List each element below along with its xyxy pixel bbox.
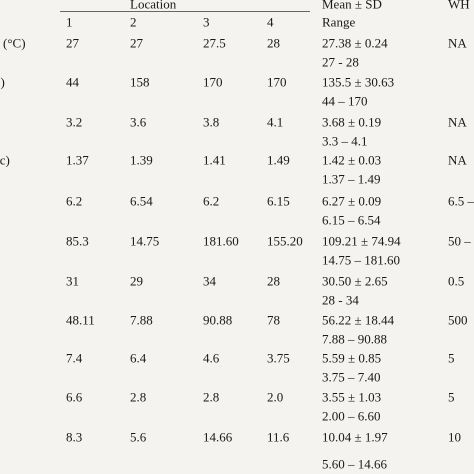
wh-cell: 5	[448, 389, 455, 405]
wh-header: WH	[448, 0, 470, 12]
header-rule	[60, 11, 310, 12]
cell: 2.8	[203, 389, 220, 405]
range-header: Range	[322, 14, 356, 30]
range-cell: 2.00 – 6.60	[322, 408, 381, 424]
range-cell: 44 – 170	[322, 93, 368, 109]
range-cell: 3.3 – 4.1	[322, 133, 368, 149]
range-cell: 27 - 28	[322, 54, 359, 70]
cell: 1.49	[267, 152, 290, 168]
cell: 5.6	[130, 429, 147, 445]
range-cell: 5.60 – 14.66	[322, 456, 387, 472]
wh-cell: 500	[448, 312, 468, 328]
cell: 90.88	[203, 312, 233, 328]
cell: 3.2	[66, 114, 83, 130]
cell: 2.0	[267, 389, 284, 405]
cell: 4.1	[267, 114, 284, 130]
cell: 1.39	[130, 152, 153, 168]
mean-cell: 3.55 ± 1.03	[322, 389, 382, 405]
column-header: 1	[66, 14, 73, 30]
cell: 181.60	[203, 233, 239, 249]
cell: 29	[130, 273, 143, 289]
mean-cell: 27.38 ± 0.24	[322, 35, 388, 51]
row-label: o)	[0, 74, 5, 90]
cell: 4.6	[203, 350, 220, 366]
cell: 14.75	[130, 233, 160, 249]
range-cell: 7.88 – 90.88	[322, 331, 387, 347]
wh-cell: 0.5	[448, 273, 465, 289]
wh-cell: 50 –	[448, 233, 471, 249]
column-header: 2	[130, 14, 137, 30]
cell: 155.20	[267, 233, 303, 249]
cell: 28	[267, 35, 280, 51]
range-cell: 6.15 – 6.54	[322, 212, 381, 228]
cell: 6.2	[66, 193, 83, 209]
mean-cell: 30.50 ± 2.65	[322, 273, 388, 289]
mean-cell: 56.22 ± 18.44	[322, 312, 395, 328]
range-cell: 3.75 – 7.40	[322, 369, 381, 385]
cell: 34	[203, 273, 216, 289]
mean-cell: 109.21 ± 74.94	[322, 233, 401, 249]
row-label: ec)	[0, 152, 10, 168]
mean-header: Mean ± SD	[322, 0, 382, 12]
cell: 6.6	[66, 389, 83, 405]
mean-cell: 1.42 ± 0.03	[322, 152, 382, 168]
cell: 27.5	[203, 35, 226, 51]
cell: 7.4	[66, 350, 83, 366]
cell: 7.88	[130, 312, 153, 328]
cell: 6.54	[130, 193, 153, 209]
range-cell: 1.37 – 1.49	[322, 171, 381, 187]
column-header: 4	[267, 14, 274, 30]
wh-cell: 10	[448, 429, 461, 445]
cell: 170	[267, 74, 287, 90]
cell: 170	[203, 74, 223, 90]
cell: 27	[130, 35, 143, 51]
cell: 31	[66, 273, 79, 289]
mean-cell: 5.59 ± 0.85	[322, 350, 382, 366]
cell: 28	[267, 273, 280, 289]
wh-cell: 6.5 –	[448, 193, 474, 209]
cell: 8.3	[66, 429, 83, 445]
wh-cell: NA	[448, 114, 467, 130]
cell: 78	[267, 312, 280, 328]
cell: 48.11	[66, 312, 95, 328]
cell: 1.41	[203, 152, 226, 168]
cell: 44	[66, 74, 79, 90]
cell: 2.8	[130, 389, 147, 405]
row-label: e (°C)	[0, 35, 26, 51]
column-header: 3	[203, 14, 210, 30]
cell: 6.4	[130, 350, 147, 366]
cell: 6.2	[203, 193, 220, 209]
wh-cell: NA	[448, 152, 467, 168]
wh-cell: 5	[448, 350, 455, 366]
cell: 3.8	[203, 114, 220, 130]
cell: 3.75	[267, 350, 290, 366]
cell: 11.6	[267, 429, 290, 445]
cell: 27	[66, 35, 79, 51]
cell: 1.37	[66, 152, 89, 168]
range-cell: 14.75 – 181.60	[322, 252, 400, 268]
mean-cell: 10.04 ± 1.97	[322, 429, 388, 445]
cell: 14.66	[203, 429, 233, 445]
cell: 3.6	[130, 114, 147, 130]
cell: 6.15	[267, 193, 290, 209]
cell: 85.3	[66, 233, 89, 249]
wh-cell: NA	[448, 35, 467, 51]
row-label: 0	[0, 431, 1, 444]
range-cell: 28 - 34	[322, 292, 359, 308]
cell: 158	[130, 74, 150, 90]
mean-cell: 3.68 ± 0.19	[322, 114, 382, 130]
mean-cell: 135.5 ± 30.63	[322, 74, 395, 90]
location-header: Location	[130, 0, 177, 12]
mean-cell: 6.27 ± 0.09	[322, 193, 382, 209]
